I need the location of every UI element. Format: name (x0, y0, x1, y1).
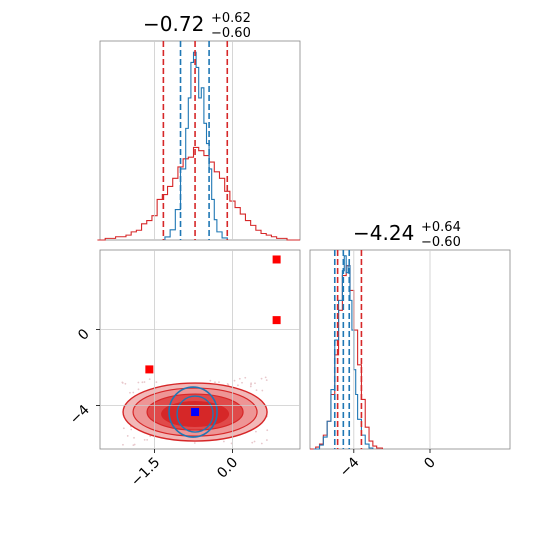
hist0-layer (97, 41, 300, 241)
tick-label-x1: −4 (337, 454, 363, 480)
sample-point (264, 376, 267, 379)
sample-point (250, 382, 252, 385)
sample-point (155, 381, 158, 384)
sample-point (255, 389, 258, 392)
tick-label-y1: 0 (75, 326, 93, 344)
sample-point (143, 438, 146, 441)
sample-point (260, 442, 263, 445)
sample-point (122, 427, 125, 430)
sample-point (193, 442, 196, 444)
sample-point (266, 429, 269, 432)
sample-point (130, 428, 133, 431)
sample-point (133, 436, 135, 439)
sample-point (260, 377, 263, 380)
sample-point (244, 376, 247, 379)
scatter-layer (121, 255, 281, 447)
hist1-blue-series (313, 255, 374, 450)
marker-point (191, 408, 200, 417)
hist0-blue-series (164, 51, 228, 240)
sample-point (129, 391, 131, 394)
sample-point (122, 443, 124, 446)
scatter-panel (99, 249, 301, 450)
sample-point (253, 440, 256, 443)
sample-point (137, 388, 140, 391)
title-param1-sub: −0.60 (421, 235, 461, 250)
sample-point (214, 381, 216, 384)
sample-point (241, 381, 243, 384)
marker-point (272, 316, 281, 325)
tick-label-x0: 0.0 (214, 455, 241, 482)
hist0-red-series (97, 146, 300, 241)
hist-panel-param1 (309, 249, 511, 450)
sample-point (146, 438, 149, 441)
title-param0-sub: −0.60 (211, 26, 251, 41)
sample-point (265, 379, 268, 381)
title-param0: −0.72 (143, 12, 204, 36)
sample-point (237, 384, 239, 387)
hist1-red-series (310, 265, 383, 450)
sample-point (254, 382, 256, 385)
sample-point (230, 442, 233, 445)
title-param0-sup: +0.62 (211, 11, 251, 26)
sample-point (227, 383, 230, 386)
sample-point (249, 385, 252, 388)
sample-point (124, 382, 127, 385)
title-param1: −4.24 (353, 221, 414, 245)
sample-point (251, 441, 254, 444)
sample-point (255, 430, 257, 433)
sample-point (261, 389, 264, 392)
sample-point (133, 443, 136, 446)
sample-point (209, 379, 212, 382)
sample-point (218, 381, 220, 384)
sample-point (222, 440, 225, 443)
contour-blue-inner (176, 395, 214, 433)
tick-label-x0: −1.5 (128, 455, 163, 490)
hist1-layer (310, 250, 383, 450)
title-param1-sup: +0.64 (421, 220, 461, 235)
tick-label-x1: 0 (421, 455, 439, 473)
sample-point (143, 381, 146, 383)
sample-point (137, 381, 140, 384)
sample-point (265, 439, 268, 441)
hist-panel-param0 (99, 40, 301, 241)
sample-point (148, 378, 151, 381)
sample-point (126, 435, 129, 437)
contour-blue-outer (168, 386, 218, 438)
sample-point (238, 377, 241, 380)
sample-point (121, 382, 124, 384)
sample-point (233, 379, 236, 382)
sample-point (132, 391, 135, 394)
tick-label-y1: −4 (67, 402, 93, 428)
marker-point (272, 255, 281, 264)
marker-point (145, 365, 154, 374)
sample-point (141, 381, 144, 384)
